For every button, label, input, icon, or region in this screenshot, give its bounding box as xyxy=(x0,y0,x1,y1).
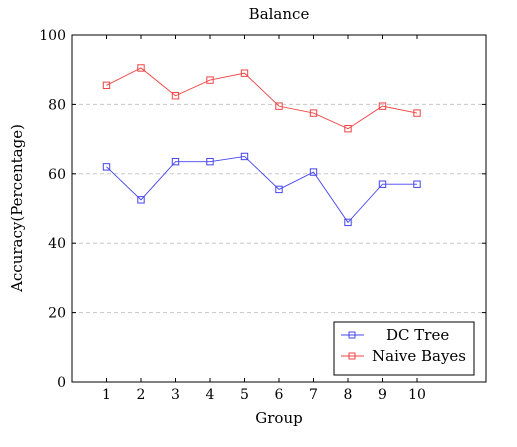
data-point-naive-bayes xyxy=(240,69,249,77)
data-point-dc-tree xyxy=(413,180,421,188)
data-point-dc-tree xyxy=(102,163,111,171)
series-line-naive-bayes xyxy=(106,67,418,130)
data-point-naive-bayes xyxy=(413,109,421,117)
data-point-dc-tree xyxy=(344,218,352,227)
data-point-dc-tree xyxy=(206,157,214,166)
y-tick-label: 20 xyxy=(48,306,66,322)
y-tick-label: 100 xyxy=(39,28,66,44)
x-tick-label: 9 xyxy=(378,387,387,403)
x-tick-label: 6 xyxy=(275,387,284,403)
data-point-naive-bayes xyxy=(102,81,111,90)
x-tick-label: 8 xyxy=(344,387,353,403)
legend-label-naive-bayes: Naive Bayes xyxy=(372,347,466,365)
series-line-dc-tree xyxy=(106,155,417,224)
data-point-dc-tree xyxy=(137,196,145,204)
data-point-naive-bayes xyxy=(137,64,145,72)
data-point-dc-tree xyxy=(171,157,180,166)
grid-lines xyxy=(72,103,486,314)
x-tick-label: 4 xyxy=(206,387,215,403)
x-tick-label: 10 xyxy=(408,387,426,403)
y-axis-title: Accuracy(Percentage) xyxy=(8,124,26,293)
data-point-dc-tree xyxy=(240,152,249,161)
x-tick-label: 1 xyxy=(102,387,111,403)
data-point-naive-bayes xyxy=(171,92,180,100)
x-tick-label: 5 xyxy=(240,387,249,403)
tick-layer: 0 20 40 60 80 100 1 2 3 4 5 6 7 8 9 10 xyxy=(39,28,486,403)
x-tick-label: 7 xyxy=(309,387,318,403)
legend-box xyxy=(333,321,475,376)
x-axis-title: Group xyxy=(255,409,302,427)
y-tick-label: 40 xyxy=(48,236,66,252)
data-point-dc-tree xyxy=(378,180,387,188)
data-point-naive-bayes xyxy=(344,124,352,133)
data-point-dc-tree xyxy=(309,168,318,176)
y-tick-label: 80 xyxy=(48,97,66,113)
data-point-naive-bayes xyxy=(378,102,387,110)
data-point-naive-bayes xyxy=(309,109,318,117)
legend-marker-naive-bayes xyxy=(348,352,356,360)
x-tick-label: 3 xyxy=(171,387,180,403)
legend-marker-dc-tree xyxy=(348,331,356,339)
x-tick-label: 2 xyxy=(137,387,146,403)
series-layer xyxy=(102,64,421,227)
legend: DC Tree Naive Bayes xyxy=(333,321,475,376)
data-point-naive-bayes xyxy=(275,102,283,110)
data-point-naive-bayes xyxy=(206,76,214,84)
y-tick-label: 0 xyxy=(57,375,66,391)
y-tick-label: 60 xyxy=(48,167,66,183)
legend-label-dc-tree: DC Tree xyxy=(386,326,449,344)
chart-title: Balance xyxy=(249,5,310,23)
data-point-dc-tree xyxy=(275,185,283,194)
